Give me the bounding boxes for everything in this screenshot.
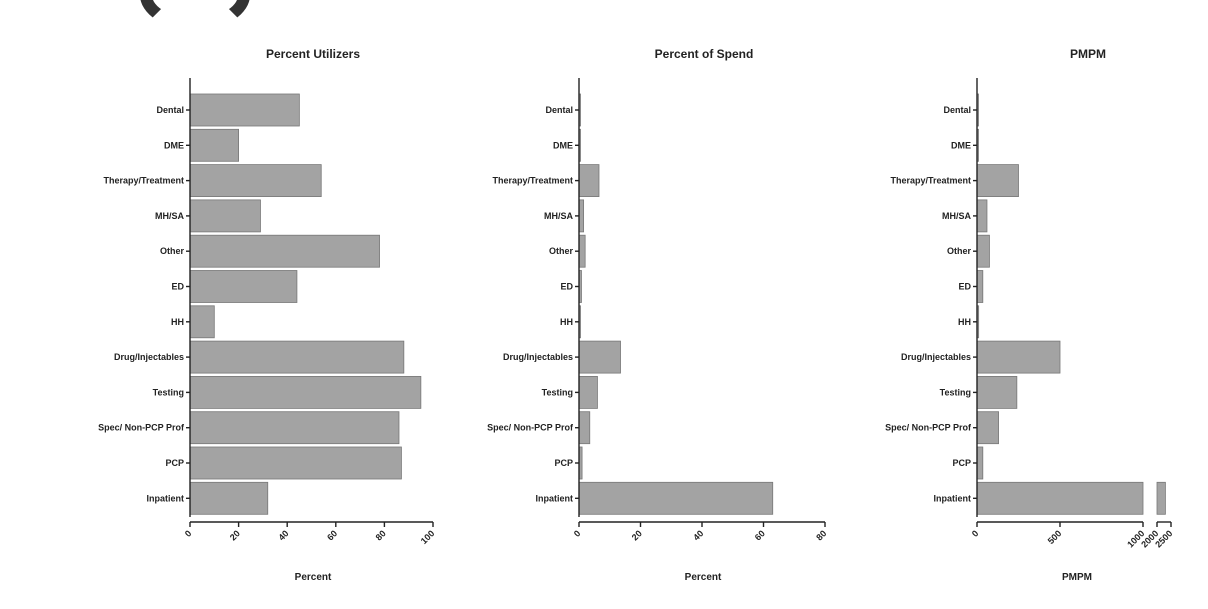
category-label: Inpatient xyxy=(536,493,574,503)
x-tick-label: 0 xyxy=(183,528,194,539)
category-label: ED xyxy=(958,282,971,292)
bar-5 xyxy=(189,270,298,303)
bar-3 xyxy=(976,199,988,233)
x-tick-label: 20 xyxy=(228,528,242,542)
category-label: Spec/ Non-PCP Prof xyxy=(98,423,185,433)
chart-panel-3: PMPM Dental DME Therapy/Treatment MH/SA Other… xyxy=(885,47,1174,583)
category-label: DME xyxy=(951,140,971,150)
x-axis-label: Percent xyxy=(685,572,722,583)
category-label: ED xyxy=(560,282,573,292)
bar-4 xyxy=(578,234,586,268)
bar-1 xyxy=(189,128,239,162)
bar-4 xyxy=(976,234,990,268)
x-axis-label: Percent xyxy=(295,572,332,583)
category-label: HH xyxy=(171,317,184,327)
category-label: Other xyxy=(160,246,185,256)
category-label: Drug/Injectables xyxy=(503,352,573,362)
bar-11 xyxy=(189,481,269,515)
category-label: Therapy/Treatment xyxy=(103,176,184,186)
category-label: PCP xyxy=(554,458,573,468)
category-label: ED xyxy=(171,282,184,292)
bar-8 xyxy=(578,375,598,409)
category-label: MH/SA xyxy=(942,211,972,221)
bar-8 xyxy=(976,375,1018,409)
category-label: HH xyxy=(560,317,573,327)
chart-panel-2: Percent of Spend Dental DME Therapy/Treatme… xyxy=(487,47,828,583)
category-label: Other xyxy=(947,246,972,256)
chart-title: PMPM xyxy=(1070,47,1106,61)
x-tick-label: 0 xyxy=(970,528,981,539)
bar-2 xyxy=(976,164,1019,198)
x-tick-label: 60 xyxy=(325,528,339,542)
x-tick-label: 100 xyxy=(419,528,437,546)
bar-3 xyxy=(189,199,261,233)
x-axis-label: PMPM xyxy=(1062,572,1092,583)
bar-5 xyxy=(976,270,984,303)
chart-title: Percent of Spend xyxy=(655,47,754,61)
category-label: Testing xyxy=(153,387,184,397)
bar-2 xyxy=(189,164,322,198)
chart-panel-1: Percent Utilizers Dental DME Therapy/Treatm… xyxy=(98,47,436,583)
category-label: DME xyxy=(553,140,573,150)
category-label: Therapy/Treatment xyxy=(890,176,971,186)
bar-10 xyxy=(189,446,402,480)
category-label: Testing xyxy=(940,387,971,397)
x-tick-label: 60 xyxy=(753,528,767,542)
bar-4 xyxy=(189,234,380,268)
bar-11 xyxy=(976,481,1144,515)
bar-9 xyxy=(976,411,999,445)
bar-7 xyxy=(189,340,405,374)
bar-2 xyxy=(578,164,600,198)
bar-9 xyxy=(189,411,400,445)
category-label: Drug/Injectables xyxy=(901,352,971,362)
bar-6 xyxy=(189,305,215,339)
x-tick-label: 0 xyxy=(572,528,583,539)
x-tick-label: 80 xyxy=(374,528,388,542)
bar-11 xyxy=(578,481,774,515)
x-tick-label: 500 xyxy=(1046,528,1064,546)
category-label: Therapy/Treatment xyxy=(492,176,573,186)
category-label: Spec/ Non-PCP Prof xyxy=(487,423,574,433)
category-label: MH/SA xyxy=(155,211,185,221)
category-label: Dental xyxy=(943,105,971,115)
x-tick-label: 40 xyxy=(276,528,290,542)
category-label: Testing xyxy=(542,387,573,397)
category-label: Dental xyxy=(156,105,184,115)
bar-9 xyxy=(578,411,591,445)
x-tick-label: 80 xyxy=(814,528,828,542)
bar-0 xyxy=(189,93,300,127)
x-tick-label: 40 xyxy=(691,528,705,542)
chart-title: Percent Utilizers xyxy=(266,47,360,61)
category-label: MH/SA xyxy=(544,211,574,221)
category-label: Other xyxy=(549,246,574,256)
category-label: HH xyxy=(958,317,971,327)
bar-7 xyxy=(976,340,1061,374)
category-label: DME xyxy=(164,140,184,150)
bar-8 xyxy=(189,375,422,409)
bar-7 xyxy=(578,340,621,374)
category-label: Inpatient xyxy=(934,493,972,503)
x-tick-label: 20 xyxy=(630,528,644,542)
category-label: Spec/ Non-PCP Prof xyxy=(885,423,972,433)
bar-10 xyxy=(976,446,984,480)
category-label: Inpatient xyxy=(147,493,185,503)
category-label: Dental xyxy=(545,105,573,115)
category-label: Drug/Injectables xyxy=(114,352,184,362)
category-label: PCP xyxy=(165,458,184,468)
category-label: PCP xyxy=(952,458,971,468)
bar-11-continued xyxy=(1156,481,1166,515)
